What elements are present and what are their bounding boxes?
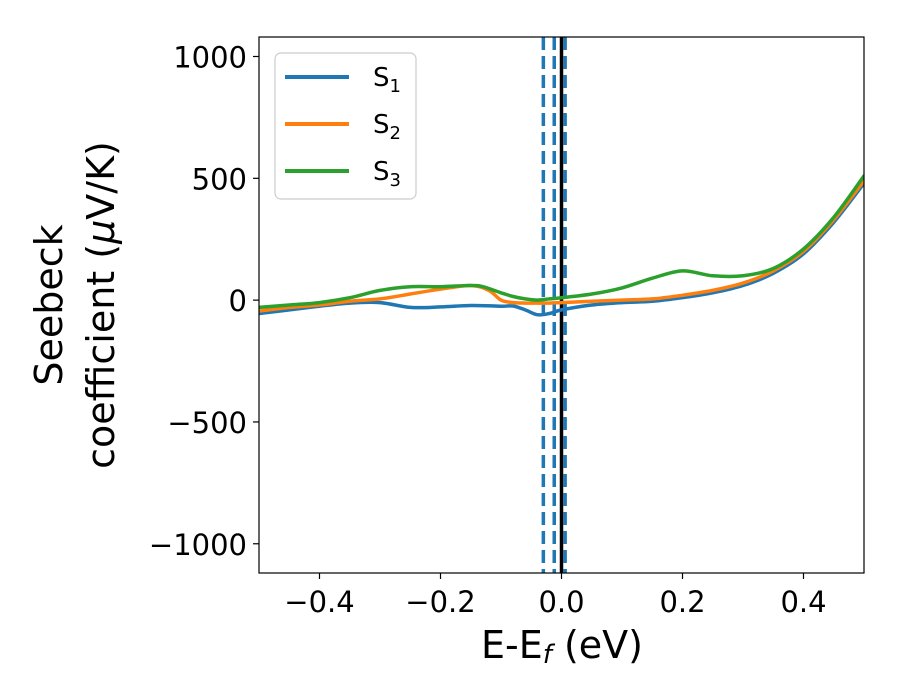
reference-lines xyxy=(541,37,567,573)
x-tick-label: 0.2 xyxy=(659,585,705,619)
x-axis-label: E-Ef (eV) xyxy=(481,623,643,670)
y-tick-label: 500 xyxy=(192,162,247,196)
series-group xyxy=(259,174,864,317)
series-line-s2 xyxy=(259,178,864,313)
x-tick-label: 0.4 xyxy=(780,585,826,619)
series-line-s1 xyxy=(259,181,864,317)
x-tick-label: 0.0 xyxy=(538,585,584,619)
y-tick-label: 1000 xyxy=(173,40,247,74)
legend-label-s1: S1 xyxy=(373,63,401,97)
y-axis-label-line2: coefficient (μV/K) xyxy=(79,141,123,469)
series-line-s3 xyxy=(259,174,864,310)
y-tick-label: 0 xyxy=(229,284,247,318)
y-tick-label: −1000 xyxy=(149,528,247,562)
x-tick-label: −0.4 xyxy=(284,585,354,619)
y-axis: 1000 500 0 −500 −1000 xyxy=(149,40,259,562)
legend-label-s2: S2 xyxy=(373,110,401,144)
legend-label-s3: S3 xyxy=(373,157,401,191)
x-axis: −0.4 −0.2 0.0 0.2 0.4 xyxy=(284,573,827,619)
y-axis-label-line1: Seebeck xyxy=(27,224,71,385)
x-tick-label: −0.2 xyxy=(405,585,475,619)
y-axis-label: Seebeck coefficient (μV/K) xyxy=(27,141,123,469)
y-tick-label: −500 xyxy=(167,406,247,440)
legend: S1 S2 S3 xyxy=(274,52,417,200)
